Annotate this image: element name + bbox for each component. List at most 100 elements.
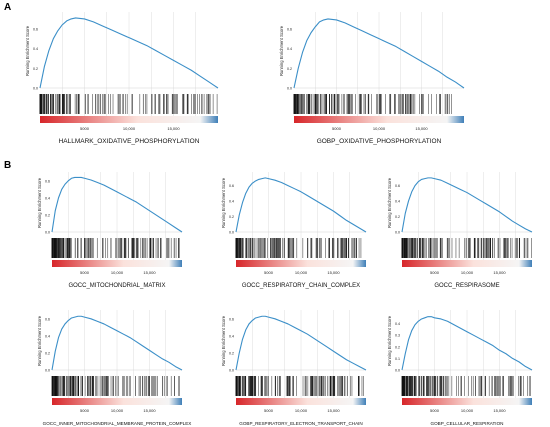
rank-color-bar (236, 260, 366, 267)
y-tick-label: 0.0 (229, 369, 234, 373)
x-tick-label: 5000 (430, 408, 440, 413)
x-ticks: 5000 10,000 15,000 (430, 270, 506, 275)
enrichment-curve (293, 18, 465, 89)
y-tick-label: 0.4 (45, 196, 50, 200)
y-tick-label: 0.6 (45, 179, 50, 183)
y-tick-label: 0.4 (229, 200, 234, 204)
y-tick-label: 0.0 (229, 231, 234, 235)
y-tick-label: 0.4 (33, 47, 38, 51)
x-tick-label: 15,000 (143, 270, 156, 275)
y-tick-label: 0.0 (287, 87, 292, 91)
grid-lines (68, 172, 166, 260)
gene-set-title: GOBP_CELLULAR_RESPIRATION (431, 421, 504, 426)
gene-set-title: GOCC_RESPIRASOME (434, 283, 499, 289)
y-tick-label: 0.0 (395, 231, 400, 235)
y-tick-label: 0.2 (395, 345, 400, 349)
grid-lines (418, 310, 516, 398)
x-tick-label: 5000 (80, 270, 90, 275)
y-axis-label: Running Enrichment Score (25, 25, 30, 76)
enrichment-curve (235, 315, 367, 371)
x-tick-label: 15,000 (327, 408, 340, 413)
rank-color-bar (236, 398, 366, 405)
gsea-plot-5: Running Enrichment Score 0.6 0.4 0.2 0.0 5000… (387, 172, 533, 289)
x-tick-label: 15,000 (167, 126, 180, 131)
x-tick-label: 5000 (264, 408, 274, 413)
y-tick-label: 0.4 (287, 47, 292, 51)
y-ticks: 0.6 0.4 0.2 0.0 (395, 184, 400, 234)
x-ticks: 5000 10,000 15,000 (332, 126, 428, 131)
enrichment-curve (235, 177, 367, 233)
enrichment-curve (39, 17, 219, 89)
x-tick-label: 15,000 (327, 270, 340, 275)
x-ticks: 5000 10,000 15,000 (80, 408, 156, 413)
y-tick-label: 0.0 (395, 369, 400, 373)
y-axis-label: Running Enrichment Score (37, 177, 42, 228)
gsea-plot-8: Running Enrichment Score 0.4 0.3 0.2 0.1 0.0 5… (387, 310, 533, 426)
rank-color-bar (294, 116, 464, 123)
y-ticks: 0.6 0.4 0.2 0.0 (229, 317, 234, 372)
y-ticks: 0.6 0.4 0.2 0.0 (229, 184, 234, 234)
y-tick-label: 0.3 (395, 334, 400, 338)
y-tick-label: 0.6 (395, 184, 400, 188)
x-tick-label: 15,000 (143, 408, 156, 413)
y-axis-label: Running Enrichment Score (221, 177, 226, 228)
x-ticks: 5000 10,000 15,000 (80, 126, 180, 131)
gene-set-title: GOBP_OXIDATIVE_PHOSPHORYLATION (317, 138, 442, 145)
y-tick-label: 0.6 (229, 317, 234, 321)
x-tick-label: 10,000 (461, 270, 474, 275)
x-tick-label: 5000 (332, 126, 342, 131)
x-tick-label: 10,000 (373, 126, 386, 131)
x-tick-label: 5000 (80, 408, 90, 413)
x-ticks: 5000 10,000 15,000 (264, 270, 340, 275)
y-tick-label: 0.2 (229, 215, 234, 219)
y-tick-label: 0.0 (45, 231, 50, 235)
y-axis-label: Running Enrichment Score (279, 25, 284, 76)
x-tick-label: 5000 (264, 270, 274, 275)
y-tick-label: 0.4 (45, 334, 50, 338)
enrichment-curve (51, 176, 183, 233)
x-ticks: 5000 10,000 15,000 (264, 408, 340, 413)
x-ticks: 5000 10,000 15,000 (80, 270, 156, 275)
y-tick-label: 0.1 (395, 357, 400, 361)
grid-lines (252, 310, 350, 398)
y-tick-label: 0.6 (287, 27, 292, 31)
gsea-plot-7: Running Enrichment Score 0.6 0.4 0.2 0.0 5000… (221, 310, 367, 426)
grid-lines (252, 172, 350, 260)
rank-color-bar (402, 398, 532, 405)
y-axis-label: Running Enrichment Score (387, 315, 392, 366)
gene-hits (235, 238, 362, 258)
gene-hits (51, 376, 180, 396)
y-tick-label: 0.2 (45, 213, 50, 217)
x-tick-label: 10,000 (111, 270, 124, 275)
x-tick-label: 15,000 (415, 126, 428, 131)
x-tick-label: 15,000 (493, 270, 506, 275)
y-tick-label: 0.4 (229, 334, 234, 338)
y-tick-label: 0.6 (45, 317, 50, 321)
rank-color-bar (40, 116, 218, 123)
gene-hits (401, 376, 531, 396)
gsea-plot-2: Running Enrichment Score 0.6 0.4 0.2 0.0 5000… (279, 12, 465, 145)
y-tick-label: 0.4 (395, 200, 400, 204)
rank-color-bar (52, 260, 182, 267)
y-ticks: 0.6 0.4 0.2 0.0 (287, 27, 292, 90)
y-ticks: 0.4 0.3 0.2 0.1 0.0 (395, 322, 400, 372)
y-axis-label: Running Enrichment Score (387, 177, 392, 228)
y-tick-label: 0.6 (33, 27, 38, 31)
rank-color-bar (402, 260, 532, 267)
gene-hits (401, 238, 532, 258)
gene-hits (235, 376, 364, 396)
y-tick-label: 0.2 (395, 215, 400, 219)
y-ticks: 0.6 0.4 0.2 0.0 (45, 317, 50, 372)
gene-set-title: GOCC_MITOCHONDRIAL_MATRIX (68, 283, 165, 289)
y-tick-label: 0.4 (395, 322, 400, 326)
y-tick-label: 0.0 (45, 369, 50, 373)
gene-set-title: GOCC_RESPIRATORY_CHAIN_COMPLEX (242, 283, 360, 289)
enrichment-curve (51, 315, 183, 371)
y-tick-label: 0.6 (229, 184, 234, 188)
gene-set-title: HALLMARK_OXIDATIVE_PHOSPHORYLATION (59, 138, 200, 145)
rank-color-bar (52, 398, 182, 405)
x-tick-label: 10,000 (295, 270, 308, 275)
gsea-plot-4: Running Enrichment Score 0.6 0.4 0.2 0.0 5000… (221, 172, 367, 289)
panel-label-b: B (4, 160, 12, 171)
grid-lines (68, 310, 166, 398)
